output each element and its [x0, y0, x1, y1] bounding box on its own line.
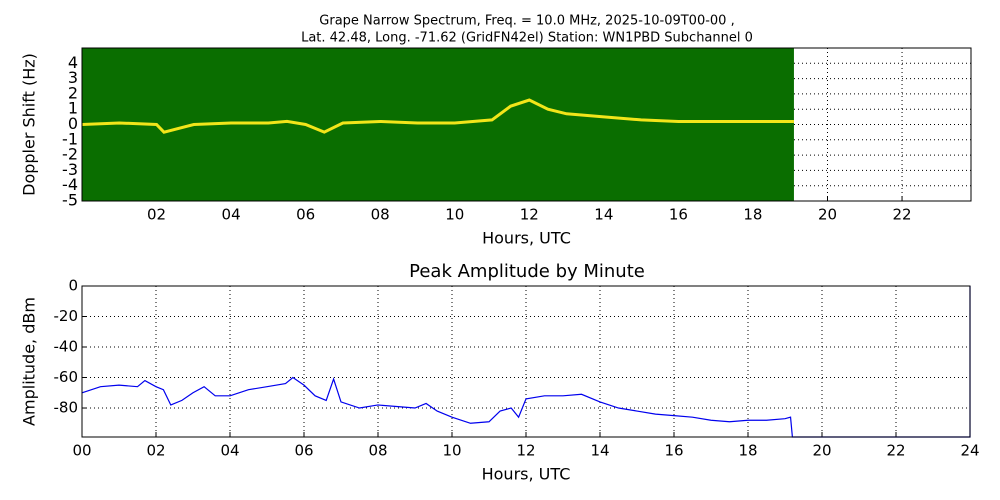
chart-title: Grape Narrow Spectrum, Freq. = 10.0 MHz,…	[319, 14, 734, 29]
y-tick-label: 0	[68, 277, 78, 295]
x-tick-label: 04	[220, 442, 239, 460]
x-tick-label: 08	[371, 206, 390, 224]
chart-title: Lat. 42.48, Long. -71.62 (GridFN42el) St…	[301, 31, 753, 46]
x-axis-label: Hours, UTC	[482, 229, 571, 248]
y-tick-label: 0	[68, 114, 78, 133]
x-tick-label: 06	[294, 442, 313, 460]
x-tick-label: 14	[590, 442, 609, 460]
y-tick-label: -4	[62, 175, 78, 194]
y-tick-label: -5	[62, 191, 78, 210]
y-tick-label: -40	[54, 338, 79, 356]
y-tick-label: 1	[68, 99, 78, 118]
chart-title: Peak Amplitude by Minute	[409, 261, 645, 282]
y-tick-label: -60	[54, 368, 79, 386]
x-tick-label: 22	[892, 206, 911, 224]
x-tick-label: 10	[442, 442, 461, 460]
y-axis-label: Amplitude, dBm	[20, 297, 39, 426]
y-axis-label: Doppler Shift (Hz)	[20, 53, 39, 196]
x-tick-label: 04	[222, 206, 241, 224]
x-tick-label: 20	[812, 442, 831, 460]
x-tick-label: 12	[520, 206, 539, 224]
plot-frame	[81, 285, 971, 438]
x-tick-label: 12	[516, 442, 535, 460]
x-tick-label: 16	[664, 442, 683, 460]
y-tick-label: -2	[62, 145, 78, 164]
amplitude-line	[81, 286, 971, 438]
plot-frame	[81, 47, 972, 202]
y-tick-label: 4	[68, 53, 78, 72]
x-tick-label: 22	[886, 442, 905, 460]
x-axis-label: Hours, UTC	[482, 465, 571, 484]
x-tick-label: 18	[743, 206, 762, 224]
x-tick-label: 02	[147, 206, 166, 224]
plot-area	[82, 286, 970, 437]
x-tick-label: 00	[72, 442, 91, 460]
x-tick-label: 14	[594, 206, 613, 224]
doppler-trace	[81, 98, 794, 134]
y-tick-label: -1	[62, 129, 78, 148]
x-tick-label: 06	[296, 206, 315, 224]
y-tick-label: -80	[54, 399, 79, 417]
x-tick-label: 02	[146, 442, 165, 460]
x-tick-label: 24	[960, 442, 979, 460]
x-tick-label: 20	[818, 206, 837, 224]
y-tick-label: 2	[68, 83, 78, 102]
y-tick-label: 3	[68, 68, 78, 87]
x-tick-label: 08	[368, 442, 387, 460]
x-tick-label: 16	[669, 206, 688, 224]
y-tick-label: -20	[54, 307, 79, 325]
x-tick-label: 10	[445, 206, 464, 224]
y-tick-label: -3	[62, 160, 78, 179]
x-tick-label: 18	[738, 442, 757, 460]
